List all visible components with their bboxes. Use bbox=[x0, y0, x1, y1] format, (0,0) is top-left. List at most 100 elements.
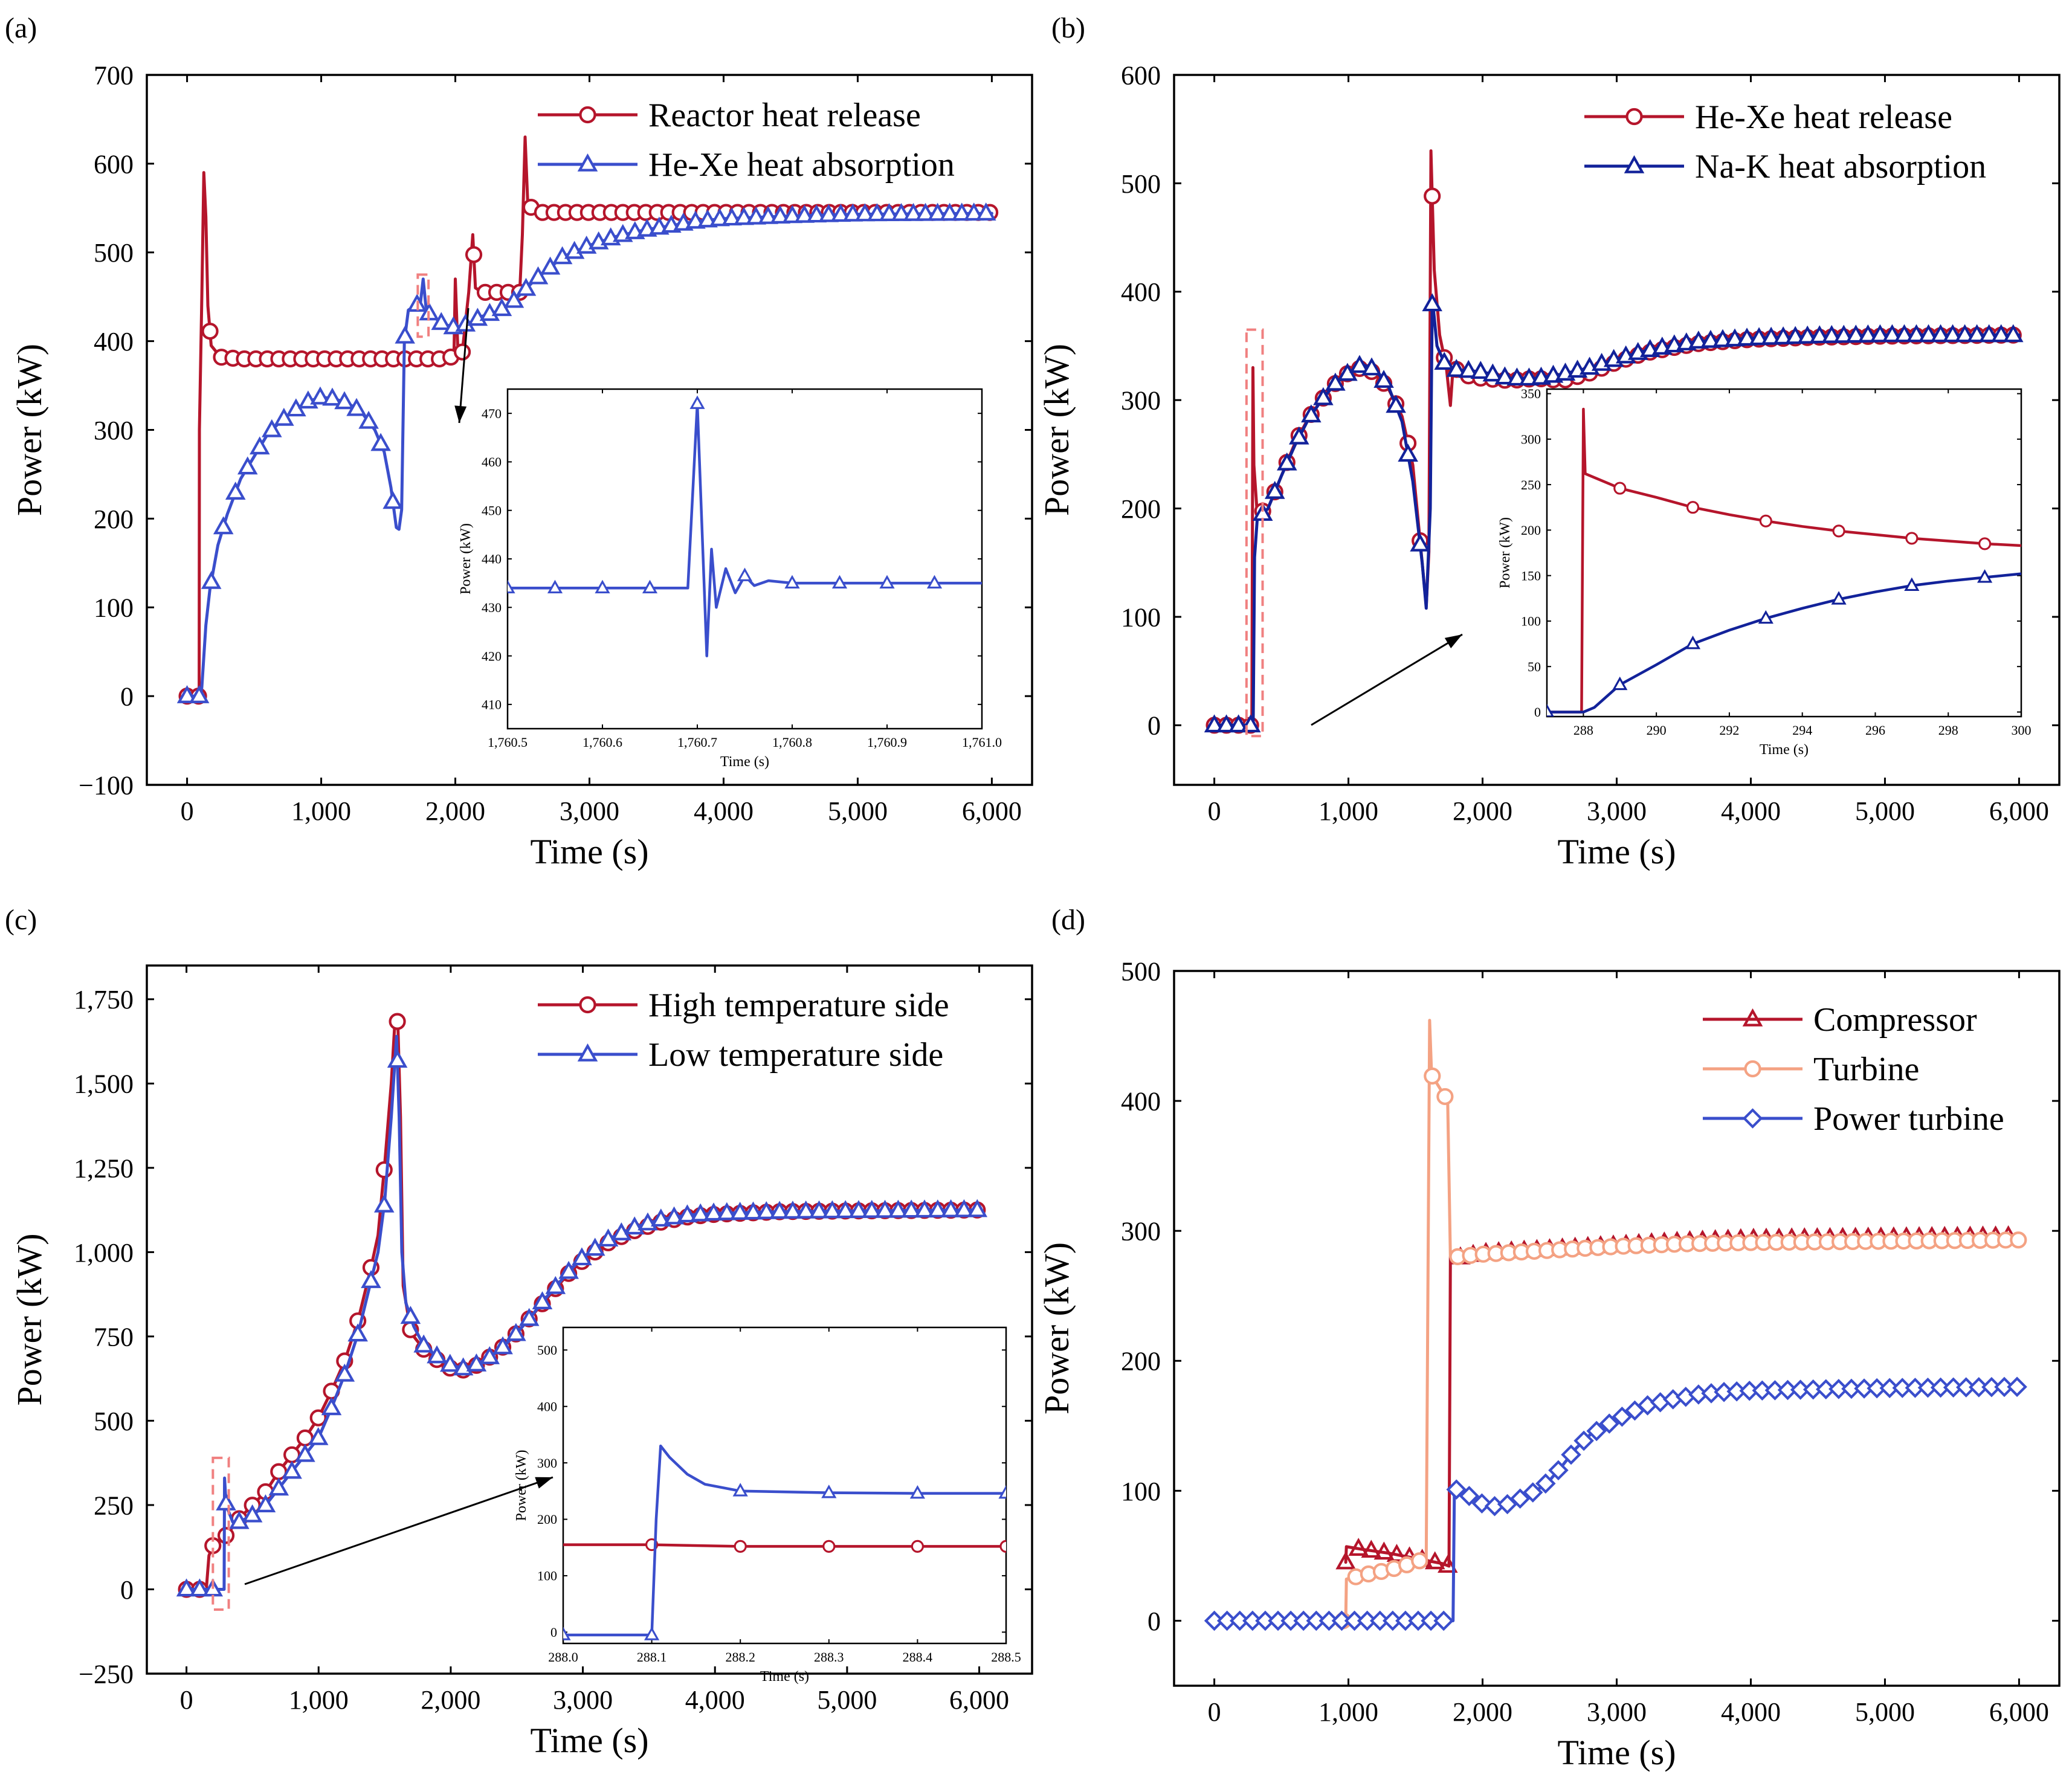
triangle-marker bbox=[1398, 443, 1418, 462]
diamond-marker bbox=[1586, 1420, 1607, 1442]
y-tick-label: 500 bbox=[1121, 956, 1161, 986]
diamond-marker bbox=[1612, 1406, 1633, 1427]
x-tick-label: 5,000 bbox=[1855, 1697, 1915, 1727]
diamond-marker bbox=[1599, 1413, 1620, 1434]
inset-y-tick-label: 50 bbox=[1528, 659, 1541, 674]
y-tick-label: 0 bbox=[120, 682, 134, 712]
triangle-marker bbox=[213, 516, 234, 535]
triangle-marker bbox=[508, 579, 515, 593]
inset-axes-frame bbox=[1546, 388, 2022, 718]
triangle-marker bbox=[1904, 577, 1920, 592]
triangle-marker bbox=[1688, 330, 1709, 349]
triangle-marker bbox=[547, 579, 563, 593]
triangle-marker bbox=[721, 207, 742, 226]
triangle-marker bbox=[1547, 703, 1554, 717]
triangle-marker bbox=[189, 1578, 210, 1597]
triangle-marker bbox=[909, 1485, 925, 1499]
inset-y-tick-label: 0 bbox=[550, 1625, 557, 1640]
triangle-marker bbox=[1624, 155, 1645, 173]
diamond-marker bbox=[1459, 1486, 1480, 1506]
legend-label: He-Xe heat absorption bbox=[648, 146, 955, 184]
triangle-marker bbox=[387, 1049, 408, 1068]
y-axis-title: Power (kW) bbox=[1037, 344, 1076, 516]
inset-y-tick-label: 500 bbox=[537, 1343, 557, 1358]
triangle-marker bbox=[176, 685, 198, 703]
legend-label: Compressor bbox=[1813, 1001, 1977, 1039]
triangle-marker bbox=[689, 395, 705, 409]
y-tick-label: 100 bbox=[1121, 1477, 1161, 1506]
x-tick-label: 1,000 bbox=[1318, 1697, 1378, 1727]
triangle-marker bbox=[545, 1275, 566, 1294]
inset-x-tick-label: 1,761.0 bbox=[962, 735, 1002, 750]
triangle-marker bbox=[322, 387, 343, 406]
triangle-marker bbox=[1410, 533, 1430, 552]
triangle-marker bbox=[347, 1323, 368, 1342]
triangle-marker bbox=[1325, 372, 1346, 391]
triangle-marker bbox=[1348, 1538, 1369, 1556]
triangle-marker bbox=[928, 1199, 948, 1217]
legend-label: Turbine bbox=[1813, 1051, 1919, 1088]
triangle-marker bbox=[1942, 324, 1963, 343]
triangle-marker bbox=[903, 202, 924, 221]
triangle-marker bbox=[595, 579, 610, 593]
triangle-marker bbox=[831, 575, 848, 588]
triangle-marker bbox=[1494, 366, 1515, 385]
x-tick-label: 3,000 bbox=[1587, 1697, 1647, 1727]
y-tick-label: 200 bbox=[94, 505, 134, 534]
triangle-marker bbox=[975, 202, 996, 221]
x-tick-label: 1,000 bbox=[289, 1685, 349, 1715]
inset-y-tick-label: 410 bbox=[482, 697, 502, 712]
inset-y-tick-label: 460 bbox=[482, 454, 502, 469]
triangle-marker bbox=[479, 1346, 500, 1364]
inset-y-tick-label: 0 bbox=[1534, 704, 1541, 720]
triangle-marker bbox=[440, 1353, 460, 1372]
y-tick-label: 300 bbox=[1121, 386, 1161, 416]
triangle-marker bbox=[334, 391, 355, 410]
arrow-head bbox=[454, 405, 467, 423]
inset-series-line bbox=[1547, 407, 2021, 714]
circle-marker bbox=[1832, 524, 1845, 538]
inset-x-tick-label: 288.4 bbox=[903, 1649, 933, 1665]
triangle-marker bbox=[400, 1306, 421, 1324]
triangle-marker bbox=[503, 289, 524, 308]
triangle-marker bbox=[540, 256, 561, 275]
circle-marker bbox=[1759, 514, 1772, 527]
triangle-marker bbox=[697, 209, 718, 228]
triangle-marker bbox=[176, 1578, 197, 1597]
panel-label: (d) bbox=[1051, 904, 1085, 936]
inset-x-tick-label: 288.5 bbox=[991, 1649, 1021, 1665]
triangle-marker bbox=[506, 1323, 526, 1341]
legend: High temperature side Low temperature sid… bbox=[538, 987, 949, 1074]
diamond-marker bbox=[1561, 1444, 1581, 1465]
triangle-marker bbox=[1434, 352, 1455, 370]
series-line bbox=[186, 135, 993, 698]
inset-background bbox=[1547, 389, 2021, 717]
triangle-marker bbox=[927, 202, 948, 221]
triangle-marker bbox=[346, 398, 367, 416]
diamond-marker bbox=[2007, 1376, 2027, 1398]
triangle-marker bbox=[732, 1483, 748, 1497]
triangle-marker bbox=[2003, 324, 2024, 343]
triangle-marker bbox=[1831, 591, 1847, 605]
circle-marker bbox=[822, 1540, 836, 1553]
inset-x-tick-label: 298 bbox=[1938, 723, 1958, 738]
triangle-marker bbox=[611, 1222, 632, 1240]
triangle-marker bbox=[1518, 367, 1540, 386]
inset-y-tick-label: 100 bbox=[537, 1569, 557, 1584]
x-tick-label: 1,000 bbox=[291, 796, 351, 826]
triangle-marker bbox=[395, 325, 415, 344]
x-tick-label: 0 bbox=[1208, 796, 1221, 826]
triangle-marker bbox=[874, 1199, 896, 1218]
triangle-marker bbox=[274, 407, 294, 426]
inset-series-line bbox=[563, 1543, 1006, 1548]
series-turbine bbox=[1334, 1019, 2027, 1630]
triangle-marker bbox=[703, 1202, 724, 1221]
y-axis-title: Power (kW) bbox=[10, 344, 49, 516]
inset-x-axis-title: Time (s) bbox=[760, 1669, 809, 1685]
inset-x-tick-label: 288 bbox=[1573, 723, 1593, 738]
legend: Compressor Turbine Power turbine bbox=[1703, 1001, 2004, 1138]
triangle-marker bbox=[794, 204, 815, 223]
triangle-marker bbox=[492, 1336, 513, 1355]
inset-y-tick-label: 450 bbox=[482, 503, 502, 518]
inset-y-tick-label: 250 bbox=[1521, 477, 1541, 492]
